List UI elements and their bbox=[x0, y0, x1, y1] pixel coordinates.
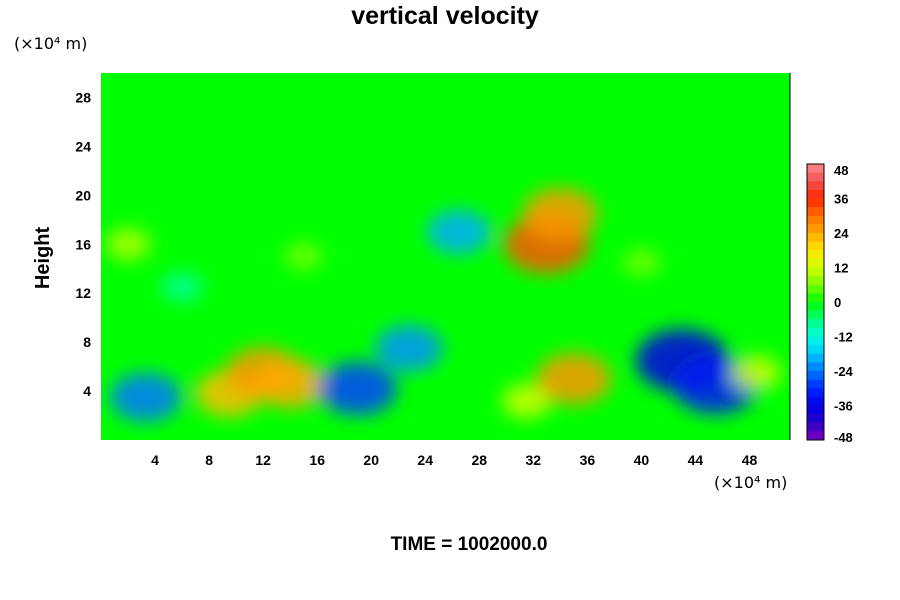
velocity-feature bbox=[284, 242, 323, 271]
chart-title: vertical velocity bbox=[351, 2, 539, 30]
colorbar-tick-label: 36 bbox=[834, 192, 848, 207]
colorbar-tick-label: -12 bbox=[834, 330, 853, 345]
colorbar-segment bbox=[807, 189, 824, 199]
colorbar-segment bbox=[807, 319, 824, 329]
colorbar-segment bbox=[807, 310, 824, 320]
colorbar-segment bbox=[807, 293, 824, 303]
colorbar-segment bbox=[807, 164, 824, 173]
x-tick-label: 4 bbox=[151, 452, 159, 468]
colorbar-segment bbox=[807, 379, 824, 389]
colorbar-segment bbox=[807, 241, 824, 251]
y-axis-ticks: 4 8 12 16 20 24 28 bbox=[75, 90, 91, 400]
plot-area bbox=[101, 73, 791, 440]
x-tick-label: 8 bbox=[205, 452, 213, 468]
colorbar-tick-label: 0 bbox=[834, 295, 841, 310]
colorbar-segment bbox=[807, 371, 824, 380]
y-tick-label: 28 bbox=[75, 90, 91, 106]
colorbar-segment bbox=[807, 276, 824, 286]
colorbar-segment bbox=[807, 233, 824, 242]
colorbar-segment bbox=[807, 422, 824, 432]
colorbar-segment bbox=[807, 431, 824, 441]
colorbar-segment bbox=[807, 284, 824, 294]
x-tick-label: 36 bbox=[580, 452, 596, 468]
colorbar-segment bbox=[807, 302, 824, 311]
colorbar-segment bbox=[807, 388, 824, 398]
colorbar-segment bbox=[807, 267, 824, 277]
x-tick-label: 40 bbox=[634, 452, 650, 468]
velocity-feature bbox=[375, 325, 443, 372]
x-tick-label: 16 bbox=[309, 452, 325, 468]
colorbar-segment bbox=[807, 345, 824, 355]
colorbar-segment bbox=[807, 172, 824, 182]
colorbar-tick-label: -24 bbox=[834, 364, 854, 379]
colorbar-segment bbox=[807, 181, 824, 191]
y-tick-label: 16 bbox=[75, 236, 91, 252]
y-tick-label: 4 bbox=[83, 383, 91, 399]
velocity-feature bbox=[427, 210, 491, 254]
colorbar-segment bbox=[807, 258, 824, 268]
colorbar-segment bbox=[807, 198, 824, 208]
y-tick-label: 8 bbox=[83, 334, 91, 350]
x-axis-unit: (×10⁴ m) bbox=[714, 473, 787, 492]
velocity-feature bbox=[318, 361, 397, 416]
colorbar-segment bbox=[807, 207, 824, 217]
x-tick-label: 20 bbox=[363, 452, 379, 468]
x-tick-label: 48 bbox=[742, 452, 758, 468]
x-tick-label: 44 bbox=[688, 452, 704, 468]
velocity-feature bbox=[254, 359, 326, 409]
colorbar-segment bbox=[807, 336, 824, 346]
colorbar-tick-label: 12 bbox=[834, 261, 848, 276]
y-tick-label: 24 bbox=[75, 138, 91, 154]
velocity-field bbox=[105, 188, 781, 422]
colorbar-tick-label: -48 bbox=[834, 430, 853, 445]
colorbar-segment bbox=[807, 362, 824, 372]
colorbar-tick-label: 24 bbox=[834, 226, 849, 241]
y-tick-label: 12 bbox=[75, 285, 91, 301]
velocity-feature bbox=[536, 353, 612, 405]
x-tick-label: 28 bbox=[472, 452, 488, 468]
colorbar-tick-label: 48 bbox=[834, 163, 848, 178]
velocity-feature bbox=[622, 249, 661, 277]
x-tick-label: 32 bbox=[526, 452, 542, 468]
y-tick-label: 20 bbox=[75, 187, 91, 203]
colorbar-segment bbox=[807, 224, 824, 234]
velocity-feature bbox=[105, 228, 151, 261]
velocity-feature bbox=[731, 355, 781, 390]
colorbar-segment bbox=[807, 327, 824, 337]
x-tick-label: 12 bbox=[255, 452, 271, 468]
colorbar-segment bbox=[807, 414, 824, 424]
colorbar-segment bbox=[807, 353, 824, 363]
colorbar-segment bbox=[807, 396, 824, 406]
colorbar-segment bbox=[807, 215, 824, 225]
y-axis-label: Height bbox=[32, 227, 54, 290]
colorbar-ticks: 48 36 24 12 0 -12 -24 -36 -48 bbox=[834, 163, 854, 445]
time-label: TIME = 1002000.0 bbox=[391, 534, 548, 555]
colorbar bbox=[806, 163, 825, 441]
colorbar-segment bbox=[807, 405, 824, 415]
velocity-feature bbox=[522, 188, 598, 240]
colorbar-segment bbox=[807, 250, 824, 260]
velocity-feature bbox=[110, 372, 182, 422]
x-axis-ticks: 4 8 12 16 20 24 28 32 36 40 44 48 bbox=[151, 452, 757, 468]
y-axis-unit: (×10⁴ m) bbox=[14, 34, 87, 53]
colorbar-tick-label: -36 bbox=[834, 399, 853, 414]
velocity-feature bbox=[501, 383, 552, 419]
x-tick-label: 24 bbox=[417, 452, 433, 468]
velocity-feature bbox=[160, 272, 204, 302]
colorbar-border bbox=[806, 163, 825, 441]
